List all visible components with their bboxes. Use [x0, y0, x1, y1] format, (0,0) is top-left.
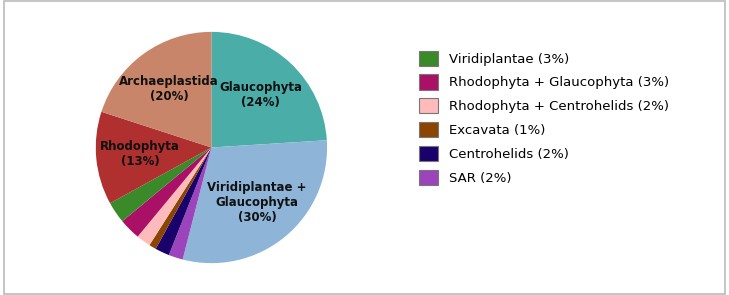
Wedge shape [110, 148, 211, 221]
Wedge shape [149, 148, 211, 249]
Legend: Viridiplantae (3%), Rhodophyta + Glaucophyta (3%), Rhodophyta + Centrohelids (2%: Viridiplantae (3%), Rhodophyta + Glaucop… [416, 47, 673, 189]
Wedge shape [183, 140, 327, 263]
Text: Rhodophyta
(13%): Rhodophyta (13%) [100, 140, 180, 168]
Wedge shape [95, 112, 211, 203]
Wedge shape [169, 148, 211, 260]
Wedge shape [211, 32, 327, 148]
Wedge shape [122, 148, 211, 237]
Text: Glaucophyta
(24%): Glaucophyta (24%) [219, 81, 302, 109]
Wedge shape [101, 32, 211, 148]
Text: Archaeplastida
(20%): Archaeplastida (20%) [120, 76, 219, 104]
Wedge shape [138, 148, 211, 245]
Text: Viridiplantae +
Glaucophyta
(30%): Viridiplantae + Glaucophyta (30%) [207, 181, 307, 224]
Wedge shape [156, 148, 211, 255]
